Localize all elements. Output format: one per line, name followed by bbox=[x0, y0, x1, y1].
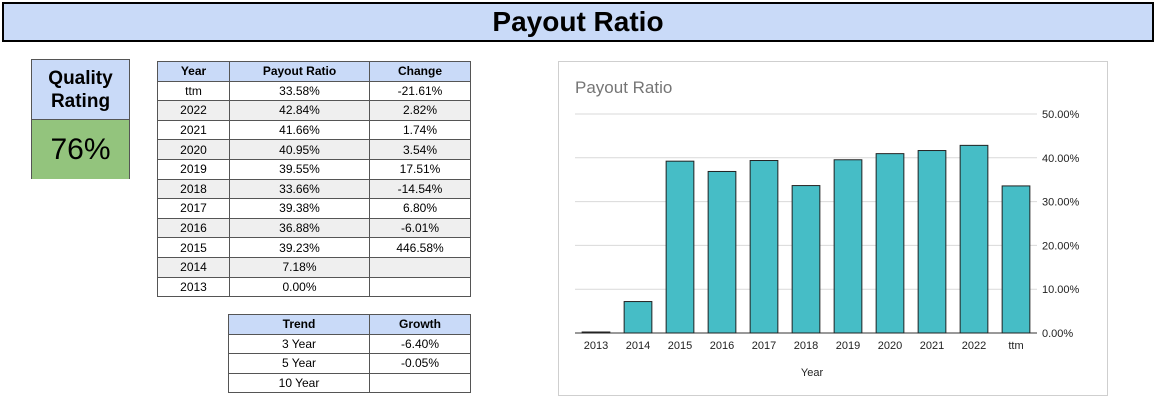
table-cell: 2017 bbox=[157, 198, 230, 219]
table-row: 2014 7.18% bbox=[157, 256, 471, 278]
table-cell: 5 Year bbox=[228, 353, 370, 374]
bar-2017 bbox=[749, 160, 779, 334]
bar-2018 bbox=[791, 185, 821, 334]
table-cell bbox=[369, 256, 471, 278]
table-header-row: Year Payout Ratio Change bbox=[157, 61, 471, 82]
table-cell: 2.82% bbox=[369, 100, 471, 121]
trend-growth-table: Trend Growth 3 Year -6.40% 5 Year -0.05% 10 … bbox=[228, 314, 471, 394]
header-year: Year bbox=[157, 61, 230, 82]
bar-2014 bbox=[623, 301, 653, 334]
bar-2020 bbox=[875, 153, 905, 334]
chart-title: Payout Ratio bbox=[575, 78, 673, 97]
payout-ratio-table: Year Payout Ratio Change ttm 33.58% -21.61… bbox=[157, 61, 471, 298]
table-row: 3 Year -6.40% bbox=[228, 333, 471, 355]
table-cell: 39.38% bbox=[229, 198, 370, 219]
y-tick-label: 40.00% bbox=[1042, 153, 1080, 165]
x-tick-label: 2015 bbox=[668, 340, 692, 352]
table-cell: 2015 bbox=[157, 237, 230, 258]
table-cell: 6.80% bbox=[369, 198, 471, 219]
table-cell: 10 Year bbox=[228, 372, 370, 394]
quality-rating-card: Quality Rating 76% bbox=[31, 59, 130, 179]
table-cell: 39.55% bbox=[229, 158, 370, 180]
header-trend: Trend bbox=[228, 314, 370, 335]
table-cell: 39.23% bbox=[229, 237, 370, 258]
table-cell: 40.95% bbox=[229, 139, 370, 160]
page-title: Payout Ratio bbox=[492, 6, 664, 37]
table-cell: 2021 bbox=[157, 119, 230, 141]
table-cell bbox=[369, 276, 471, 298]
table-cell: ttm bbox=[157, 80, 230, 102]
table-cell: 33.58% bbox=[229, 80, 370, 102]
table-cell: -21.61% bbox=[369, 80, 471, 102]
table-cell: -6.40% bbox=[369, 333, 471, 355]
bar-2019 bbox=[833, 159, 863, 334]
x-tick-label: 2019 bbox=[836, 340, 860, 352]
table-row: 2013 0.00% bbox=[157, 276, 471, 298]
table-row: 10 Year bbox=[228, 372, 471, 394]
bar-2021 bbox=[917, 150, 947, 334]
y-tick-label: 50.00% bbox=[1042, 109, 1080, 121]
bar-ttm bbox=[1001, 185, 1031, 334]
table-cell: -0.05% bbox=[369, 353, 471, 374]
table-cell: 446.58% bbox=[369, 237, 471, 258]
table-cell: 2013 bbox=[157, 276, 230, 298]
x-tick-label: 2020 bbox=[878, 340, 902, 352]
table-cell: 33.66% bbox=[229, 178, 370, 200]
table-cell: 1.74% bbox=[369, 119, 471, 141]
x-tick-label: 2021 bbox=[920, 340, 944, 352]
table-row: 2018 33.66% -14.54% bbox=[157, 178, 471, 200]
y-tick-label: 10.00% bbox=[1042, 284, 1080, 296]
table-cell: 3 Year bbox=[228, 333, 370, 355]
y-tick-label: 20.00% bbox=[1042, 240, 1080, 252]
table-row: 2016 36.88% -6.01% bbox=[157, 217, 471, 239]
header-change: Change bbox=[369, 61, 471, 82]
table-cell: 2020 bbox=[157, 139, 230, 160]
table-cell: 2018 bbox=[157, 178, 230, 200]
header-payout-ratio: Payout Ratio bbox=[229, 61, 370, 82]
table-cell: 41.66% bbox=[229, 119, 370, 141]
table-row: 2017 39.38% 6.80% bbox=[157, 198, 471, 219]
table-row: 2015 39.23% 446.58% bbox=[157, 237, 471, 258]
y-tick-label: 0.00% bbox=[1042, 328, 1073, 340]
table-cell: 2022 bbox=[157, 100, 230, 121]
bar-2022 bbox=[959, 144, 989, 334]
table-row: 2021 41.66% 1.74% bbox=[157, 119, 471, 141]
x-axis-label: Year bbox=[801, 367, 824, 379]
bar-2016 bbox=[707, 170, 737, 334]
table-cell: -14.54% bbox=[369, 178, 471, 200]
bar-2013 bbox=[581, 331, 611, 334]
quality-rating-value: 76% bbox=[32, 120, 129, 179]
chart-canvas: 0.00% 10.00% 20.00% 30.00% 40.00% 50.00% 2013 2… bbox=[575, 109, 1080, 379]
table-cell: -6.01% bbox=[369, 217, 471, 239]
table-cell: 2019 bbox=[157, 158, 230, 180]
table-cell: 7.18% bbox=[229, 256, 370, 278]
table-header-row: Trend Growth bbox=[228, 314, 471, 335]
table-row: 2020 40.95% 3.54% bbox=[157, 139, 471, 160]
page-title-banner: Payout Ratio bbox=[2, 2, 1154, 42]
table-cell: 36.88% bbox=[229, 217, 370, 239]
bar-2015 bbox=[665, 160, 695, 334]
table-row: 2022 42.84% 2.82% bbox=[157, 100, 471, 121]
quality-rating-label: Quality Rating bbox=[32, 60, 129, 120]
x-tick-label: 2022 bbox=[962, 340, 986, 352]
x-tick-label: 2018 bbox=[794, 340, 818, 352]
table-cell: 3.54% bbox=[369, 139, 471, 160]
table-cell bbox=[369, 372, 471, 394]
header-growth: Growth bbox=[369, 314, 471, 335]
table-cell: 0.00% bbox=[229, 276, 370, 298]
x-tick-label: 2013 bbox=[584, 340, 608, 352]
x-tick-label: 2016 bbox=[710, 340, 734, 352]
y-tick-label: 30.00% bbox=[1042, 197, 1080, 209]
table-cell: 2016 bbox=[157, 217, 230, 239]
x-tick-label: ttm bbox=[1008, 340, 1023, 352]
table-row: 2019 39.55% 17.51% bbox=[157, 158, 471, 180]
table-cell: 17.51% bbox=[369, 158, 471, 180]
table-cell: 42.84% bbox=[229, 100, 370, 121]
table-cell: 2014 bbox=[157, 256, 230, 278]
table-row: 5 Year -0.05% bbox=[228, 353, 471, 374]
x-tick-label: 2017 bbox=[752, 340, 776, 352]
payout-ratio-chart: Payout Ratio 0.00% 10.00% 20.00% 30.00% 40.0… bbox=[558, 61, 1108, 396]
table-row: ttm 33.58% -21.61% bbox=[157, 80, 471, 102]
x-tick-label: 2014 bbox=[626, 340, 650, 352]
